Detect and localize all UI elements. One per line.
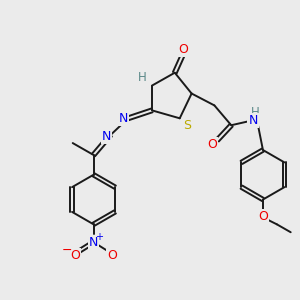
Text: H: H (138, 71, 146, 84)
Text: N: N (118, 112, 128, 125)
Text: O: O (179, 44, 189, 56)
Text: O: O (208, 138, 218, 151)
Text: O: O (70, 248, 80, 262)
Text: +: + (95, 232, 104, 242)
Text: −: − (61, 244, 72, 256)
Text: S: S (183, 119, 191, 132)
Text: H: H (250, 106, 260, 119)
Text: O: O (258, 210, 268, 223)
Text: O: O (107, 248, 117, 262)
Text: N: N (248, 114, 258, 127)
Text: N: N (89, 236, 98, 249)
Text: N: N (102, 130, 111, 142)
